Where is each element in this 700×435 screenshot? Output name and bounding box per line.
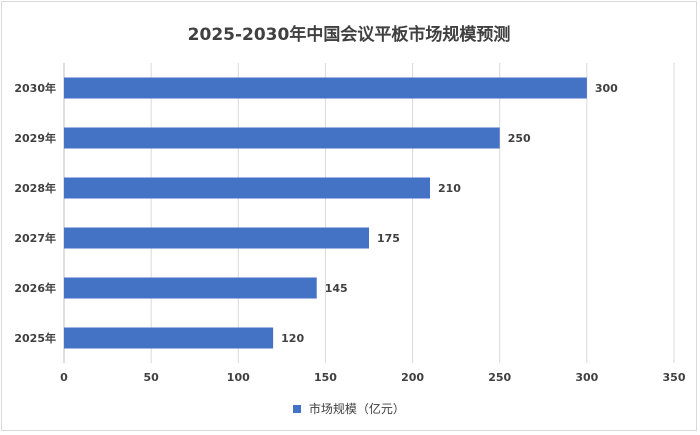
legend-swatch — [293, 404, 302, 413]
data-label: 175 — [377, 232, 400, 245]
bar — [64, 327, 274, 349]
bar — [64, 277, 317, 299]
bar — [64, 77, 587, 99]
x-tick-label: 200 — [401, 371, 424, 384]
category-label: 2030年 — [14, 81, 56, 95]
legend: 市场规模（亿元） — [2, 400, 696, 417]
data-label: 210 — [438, 182, 461, 195]
bar — [64, 127, 500, 149]
legend-label: 市场规模（亿元） — [308, 402, 405, 416]
x-tick-label: 50 — [143, 371, 159, 384]
x-tick-label: 300 — [575, 371, 598, 384]
bar — [64, 227, 369, 249]
chart-title: 2025-2030年中国会议平板市场规模预测 — [187, 25, 511, 45]
x-tick-label: 100 — [227, 371, 250, 384]
x-tick-label: 350 — [663, 371, 686, 384]
category-label: 2028年 — [14, 181, 56, 195]
x-tick-label: 0 — [60, 371, 68, 384]
x-tick-label: 250 — [488, 371, 511, 384]
category-label: 2029年 — [14, 131, 56, 145]
data-label: 120 — [281, 332, 304, 345]
category-label: 2026年 — [14, 281, 56, 295]
x-tick-label: 150 — [314, 371, 337, 384]
category-label: 2025年 — [14, 331, 56, 345]
bar — [64, 177, 430, 199]
data-label: 145 — [325, 282, 348, 295]
data-label: 300 — [595, 82, 618, 95]
data-label: 250 — [508, 132, 531, 145]
category-label: 2027年 — [14, 231, 56, 245]
